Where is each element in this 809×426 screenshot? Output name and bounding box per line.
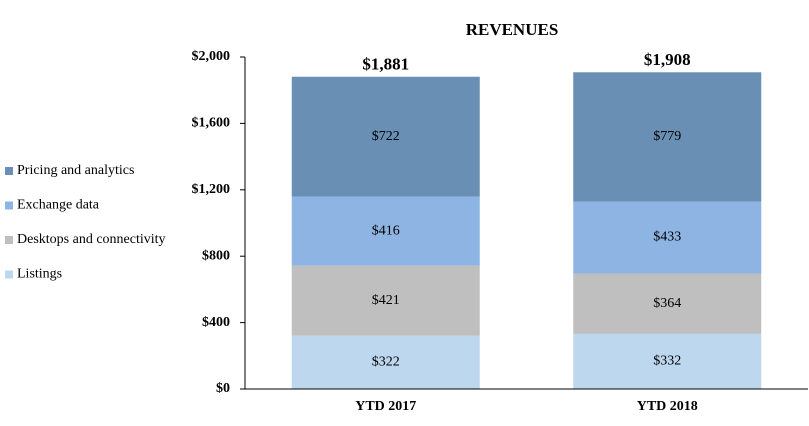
- bar-segment: [573, 273, 762, 334]
- legend-swatch: [5, 236, 13, 244]
- legend-swatch: [5, 201, 13, 210]
- legend-label: Exchange data: [17, 198, 100, 213]
- y-tick-label: $1,200: [192, 182, 231, 197]
- bar-segment: [573, 72, 762, 202]
- x-tick-label: YTD 2018: [637, 399, 698, 414]
- bar-segment: [573, 201, 762, 274]
- legend-label: Desktops and connectivity: [17, 232, 166, 247]
- bar-segment: [291, 265, 480, 336]
- legend-swatch: [5, 167, 13, 175]
- legend-label: Listings: [17, 267, 62, 282]
- chart-title: REVENUES: [466, 20, 559, 39]
- x-tick-label: YTD 2017: [355, 399, 416, 414]
- y-tick-label: $800: [202, 248, 230, 263]
- bar-segment: [291, 335, 480, 389]
- value-label: $364: [653, 296, 681, 311]
- value-label: $322: [372, 354, 400, 369]
- value-label: $416: [372, 223, 400, 238]
- value-label: $332: [653, 354, 681, 369]
- bar-segment: [291, 76, 480, 197]
- bar-segment: [573, 333, 762, 389]
- y-tick-label: $1,600: [192, 116, 231, 131]
- value-label: $421: [372, 293, 400, 308]
- legend-swatch: [5, 270, 13, 279]
- y-tick-label: $0: [216, 381, 230, 396]
- total-label: $1,881: [362, 55, 409, 74]
- value-label: $722: [372, 129, 400, 144]
- total-label: $1,908: [644, 50, 691, 69]
- bar-segment: [291, 196, 480, 266]
- value-label: $779: [653, 129, 681, 144]
- legend-label: Pricing and analytics: [17, 163, 134, 178]
- y-tick-label: $2,000: [192, 49, 231, 64]
- value-label: $433: [653, 230, 681, 245]
- y-tick-label: $400: [202, 315, 230, 330]
